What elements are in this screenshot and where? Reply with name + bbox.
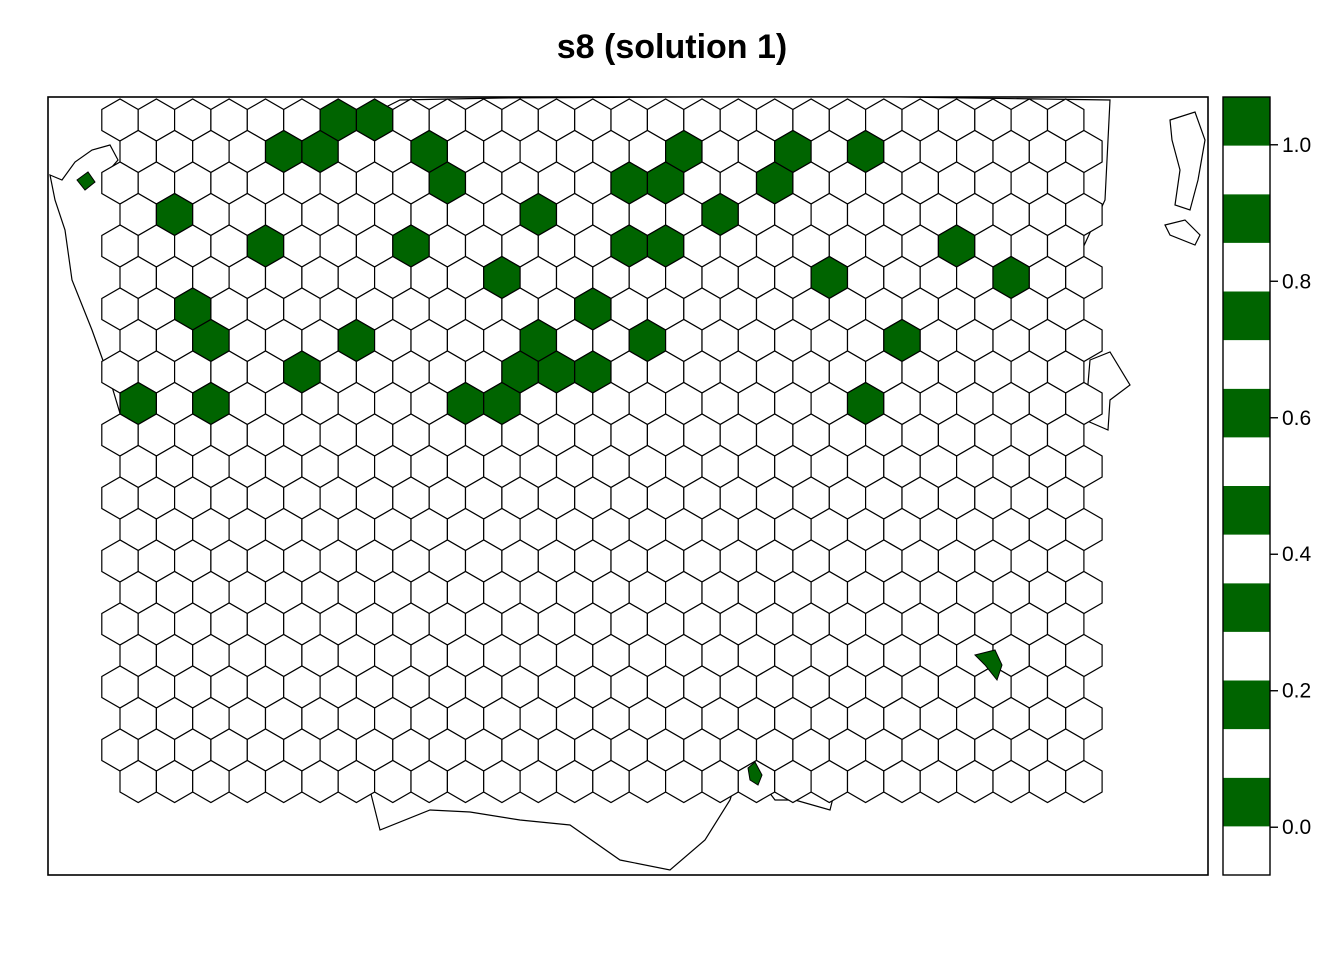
colorbar-stripe [1223,486,1270,535]
colorbar-stripe [1223,729,1270,778]
colorbar-stripe [1223,583,1270,632]
colorbar-stripe [1223,242,1270,292]
colorbar-tick-label: 0.2 [1282,680,1311,703]
colorbar-tick-label: 0.8 [1282,270,1311,293]
colorbar-stripes [1223,97,1270,875]
colorbar-stripe [1223,777,1270,827]
colorbar-stripe [1223,97,1270,146]
colorbar-stripe [1223,631,1270,681]
colorbar-stripe [1223,291,1270,341]
colorbar: 0.0 0.2 0.4 0.6 0.8 1.0 [1222,96,1312,876]
hex-cell [1065,759,1103,804]
colorbar-ticks: 0.0 0.2 0.4 0.6 0.8 1.0 [1270,134,1312,839]
map-title: s8 (solution 1) [556,28,788,66]
colorbar-stripe [1223,437,1270,486]
colorbar-stripe [1223,145,1270,195]
colorbar-tick-label: 0.4 [1282,543,1312,566]
colorbar-stripe [1223,826,1270,875]
colorbar-tick-label: 0.0 [1282,816,1311,839]
colorbar-tick-label: 0.6 [1282,407,1311,430]
colorbar-stripe [1223,534,1270,584]
colorbar-stripe [1223,680,1270,730]
planning-unit-grid [101,98,1103,804]
small-island-south [747,761,763,786]
colorbar-stripe [1223,388,1270,438]
colorbar-stripe [1223,194,1270,243]
colorbar-frame [1222,96,1271,876]
small-island-south-east [974,649,1003,682]
small-island-north-west [76,171,96,191]
colorbar-tick-label: 1.0 [1282,134,1311,157]
colorbar-stripe [1223,340,1270,389]
